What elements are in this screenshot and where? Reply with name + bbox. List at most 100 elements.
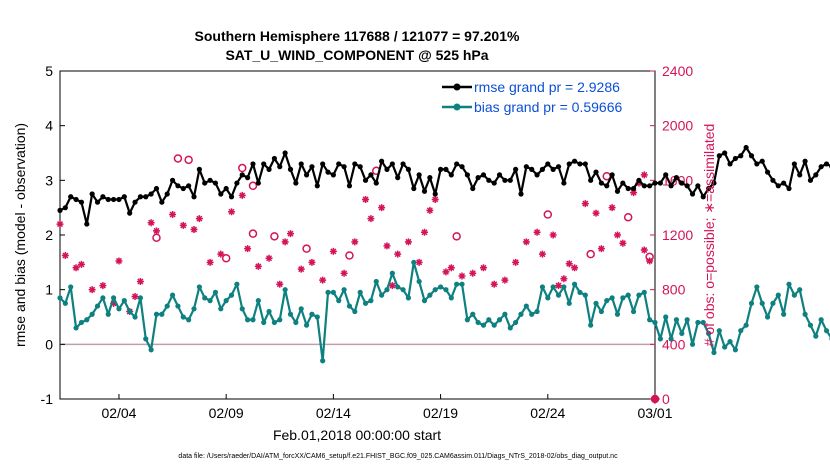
obs-assimilated-marker [329, 247, 337, 255]
obs-assimilated-marker [190, 226, 198, 234]
bias-point [566, 300, 572, 306]
rmse-point [684, 183, 690, 189]
legend-rmse-marker [453, 83, 461, 91]
bias-point [722, 344, 728, 350]
obs-assimilated-marker [206, 258, 214, 266]
obs-possible-marker [345, 251, 354, 260]
y-right-tick-label: 400 [662, 336, 686, 352]
bias-point [711, 349, 717, 356]
x-tick-label: 02/04 [101, 405, 136, 421]
bias-point [148, 347, 154, 353]
rmse-point [373, 180, 379, 186]
bias-point [153, 311, 160, 317]
obs-assimilated-marker [351, 238, 359, 246]
bias-point [309, 311, 315, 317]
rmse-point [480, 172, 487, 178]
obs-assimilated-marker [538, 250, 546, 258]
bias-point [116, 306, 122, 312]
obs-possible-marker [543, 210, 553, 219]
bias-point [207, 298, 213, 304]
y-axis-right-label: # of obs: o=possible; ∗=assimilated [701, 124, 717, 347]
obs-possible-marker [173, 154, 183, 163]
y-right-tick-label: 2400 [662, 63, 693, 79]
rmse-point [529, 166, 535, 172]
rmse-point [277, 164, 283, 170]
rmse-point [464, 172, 470, 178]
obs-assimilated-marker [136, 277, 144, 285]
rmse-point [68, 194, 74, 200]
bias-point [405, 295, 412, 301]
rmse-point [341, 164, 347, 170]
rmse-point [336, 161, 342, 167]
rmse-point [775, 183, 781, 189]
bias-point [781, 311, 787, 317]
chart-title-line2: SAT_U_WIND_COMPONENT @ 525 hPa [225, 47, 488, 63]
rmse-point [813, 172, 819, 178]
rmse-point [486, 177, 492, 183]
rmse-point [223, 185, 229, 192]
rmse-point [384, 166, 390, 172]
bias-point [57, 295, 63, 301]
bias-point [593, 300, 599, 306]
bias-point [582, 292, 588, 298]
rmse-point [668, 183, 674, 189]
rmse-point [346, 183, 353, 189]
rmse-point [523, 164, 529, 170]
rmse-point [245, 175, 251, 181]
rmse-point [180, 185, 186, 192]
rmse-point [84, 221, 90, 227]
rmse-point [582, 161, 588, 167]
bias-point [357, 289, 363, 295]
rmse-point [212, 180, 219, 186]
rmse-point [679, 180, 685, 186]
rmse-point [716, 153, 722, 159]
obs-assimilated-marker [394, 250, 402, 258]
rmse-point [261, 161, 267, 167]
y-right-tick-label: 1200 [662, 227, 693, 243]
rmse-point [571, 158, 578, 164]
bias-point [325, 289, 331, 295]
rmse-point [250, 161, 256, 167]
obs-assimilated-marker [388, 282, 396, 290]
bias-point [641, 289, 647, 295]
bias-point [480, 322, 487, 328]
bias-point [609, 295, 615, 301]
rmse-point [754, 161, 760, 167]
obs-assimilated-marker [447, 264, 455, 272]
rmse-point [545, 161, 551, 167]
rmse-point [652, 180, 658, 186]
rmse-point [561, 180, 567, 186]
bias-point [395, 284, 401, 290]
y-axis-left-label: rmse and bias (model - observation) [12, 123, 28, 347]
bias-point [443, 287, 449, 293]
rmse-point [807, 177, 814, 183]
bias-point [202, 295, 208, 301]
rmse-point [368, 172, 374, 178]
rmse-point [266, 166, 272, 172]
rmse-point [823, 161, 830, 167]
obs-assimilated-marker [565, 260, 573, 268]
rmse-point [164, 191, 170, 197]
bias-point [513, 319, 519, 326]
bias-point [695, 319, 701, 326]
bias-point [346, 303, 353, 309]
obs-assimilated-marker [110, 299, 118, 307]
bias-point [234, 281, 240, 287]
bias-point [775, 292, 781, 298]
obs-possible-marker [623, 212, 633, 222]
obs-assimilated-marker [469, 269, 477, 277]
bias-point [748, 300, 755, 306]
rmse-point [325, 169, 331, 175]
rmse-point [641, 183, 647, 189]
bias-point [555, 292, 562, 298]
rmse-point [282, 150, 288, 156]
bias-point [823, 328, 830, 334]
rmse-point [234, 180, 240, 186]
obs-assimilated-marker [383, 242, 391, 250]
obs-assimilated-marker [630, 189, 638, 197]
rmse-point [770, 177, 776, 183]
rmse-point [379, 158, 385, 164]
rmse-point [271, 155, 278, 162]
obs-assimilated-marker [88, 286, 96, 294]
